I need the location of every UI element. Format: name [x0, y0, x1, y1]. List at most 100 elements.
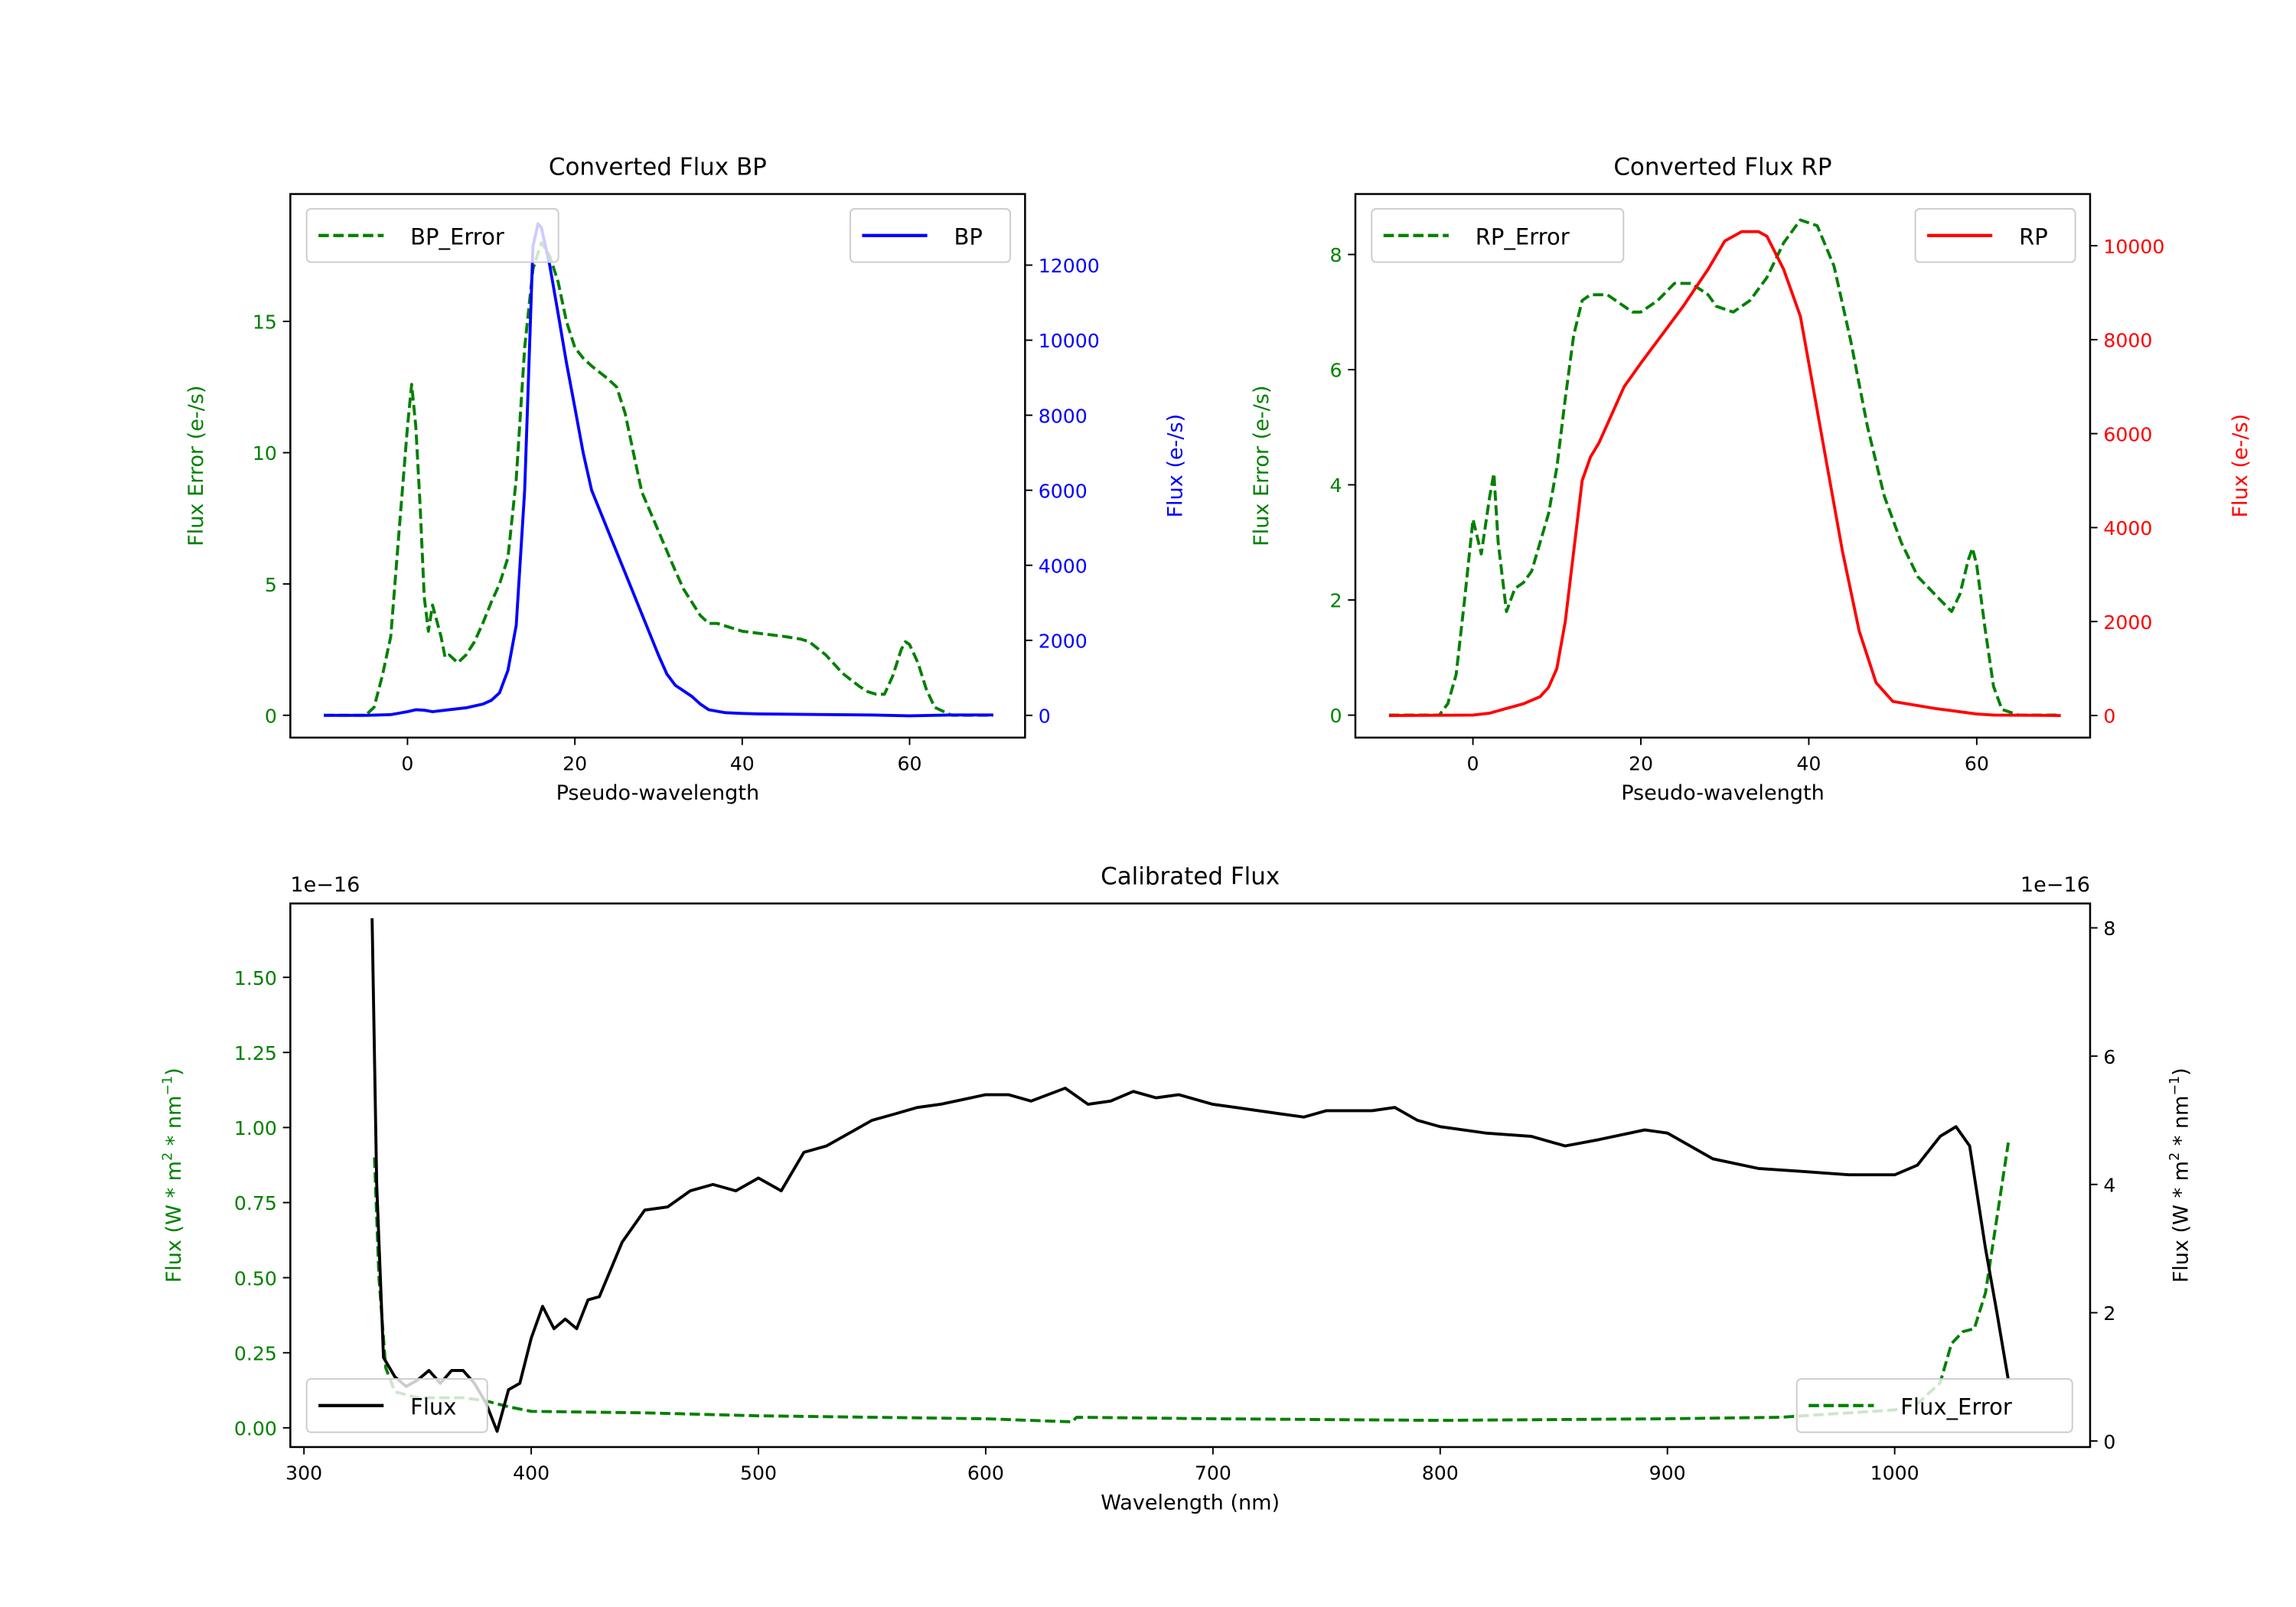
- x-tick-label: 500: [740, 1462, 777, 1485]
- y-tick-label: 15: [253, 311, 277, 334]
- y-axis-label: Flux (W * m2 * nm−1): [161, 1068, 187, 1283]
- series-line-bp: [324, 222, 993, 718]
- y-axis-label: Flux Error (e-/s): [184, 386, 208, 546]
- chart-title: Converted Flux RP: [1613, 153, 1831, 181]
- x-tick-label: 300: [285, 1462, 322, 1485]
- legend-label: Flux: [410, 1393, 456, 1420]
- y2-tick-label: 8: [2103, 918, 2115, 940]
- x-tick-label: 900: [1649, 1462, 1686, 1485]
- y2-tick-label: 4000: [2103, 517, 2152, 539]
- y2-tick-label: 8000: [2103, 330, 2152, 352]
- axis-label-part: −1: [2167, 1076, 2183, 1096]
- y2-tick-label: 4000: [1039, 555, 1088, 577]
- legend-flux: RP: [1914, 207, 2076, 263]
- calibrated-flux-chart: 300 400 500 600 700 800 900 1000 0.00 0.25 0.50 0.7…: [161, 862, 2193, 1514]
- y2-tick-label: 0: [1039, 706, 1051, 728]
- y2-tick-label: 8000: [1039, 405, 1088, 427]
- y2-tick-label: 2000: [1039, 630, 1088, 652]
- x-axis-label: Pseudo-wavelength: [556, 781, 760, 805]
- legend-flux: Flux: [305, 1377, 488, 1433]
- y-tick-label: 6: [1330, 360, 1342, 382]
- axis-label-part: Flux (W * m: [2170, 1161, 2193, 1283]
- y2-tick-label: 0: [2103, 1431, 2115, 1453]
- y2-axis-label: Flux (e-/s): [1164, 414, 1188, 518]
- x-tick-label: 20: [1629, 752, 1653, 774]
- axis-label-part: −1: [161, 1076, 176, 1096]
- x-tick-label: 60: [897, 752, 921, 774]
- y2-tick-label: 0: [2103, 706, 2115, 728]
- y2-axis-label: Flux (W * m2 * nm−1): [2167, 1068, 2193, 1283]
- offset-label-left: 1e−16: [290, 873, 360, 897]
- y2-tick-label: 6: [2103, 1046, 2115, 1068]
- legend-box: [1795, 1377, 2073, 1433]
- axis-label-part: 2: [161, 1152, 176, 1161]
- y-tick-label: 1.00: [234, 1117, 277, 1139]
- x-tick-label: 600: [967, 1462, 1004, 1485]
- y-tick-label: 2: [1330, 590, 1342, 612]
- y2-tick-label: 2000: [2103, 611, 2152, 634]
- legend-flux: BP: [850, 207, 1011, 263]
- legend-box: [1371, 207, 1625, 263]
- y2-tick-label: 12000: [1039, 255, 1100, 277]
- legend-label: Flux_Error: [1900, 1393, 2012, 1420]
- y-tick-label: 10: [253, 442, 277, 464]
- chart-title: Calibrated Flux: [1101, 862, 1280, 890]
- series-line-flux-error: [373, 1142, 2011, 1423]
- y-tick-label: 5: [265, 574, 277, 596]
- x-tick-label: 0: [401, 752, 413, 774]
- axis-label-part: ): [162, 1068, 186, 1076]
- legend-box: [305, 207, 559, 263]
- axis-label-part: Flux (W * m: [162, 1161, 186, 1283]
- rp-chart: 0 20 40 60 0 2 4 6 8 0 2000 4000 6000 8000 10000 Conver…: [1250, 153, 2252, 805]
- y2-tick-label: 6000: [1039, 480, 1088, 502]
- legend-label: RP_Error: [1476, 223, 1570, 249]
- y-tick-label: 0.25: [234, 1342, 277, 1364]
- x-tick-label: 40: [1796, 752, 1821, 774]
- legend-box: [850, 207, 1011, 263]
- x-tick-label: 20: [563, 752, 587, 774]
- y-tick-label: 8: [1330, 244, 1342, 266]
- y2-tick-label: 10000: [1039, 330, 1100, 352]
- bp-chart: 0 20 40 60 0 5 10 15 0 2000 4000 6000 8000 10000 12000…: [184, 153, 1187, 805]
- y2-axis-label: Flux (e-/s): [2229, 414, 2252, 518]
- series-line-rp-error: [1388, 218, 2061, 717]
- y2-tick-label: 4: [2103, 1174, 2115, 1196]
- axis-label-part: 2: [2167, 1152, 2183, 1161]
- y2-tick-label: 10000: [2103, 236, 2164, 258]
- y-tick-label: 1.25: [234, 1042, 277, 1064]
- series-line-bp-error: [324, 241, 993, 717]
- x-tick-label: 60: [1965, 752, 1989, 774]
- legend-label: RP: [2019, 223, 2048, 249]
- y-tick-label: 0: [1330, 705, 1342, 727]
- legend-error: RP_Error: [1371, 207, 1625, 263]
- x-tick-label: 1000: [1870, 1462, 1919, 1485]
- legend-box: [1914, 207, 2076, 263]
- legend-label: BP_Error: [410, 223, 504, 249]
- y-tick-label: 0: [265, 705, 277, 727]
- legend-box: [305, 1377, 488, 1433]
- y2-tick-label: 6000: [2103, 423, 2152, 445]
- y-tick-label: 0.50: [234, 1267, 277, 1289]
- axis-label-part: * nm: [2170, 1096, 2193, 1152]
- y2-tick-label: 2: [2103, 1302, 2115, 1325]
- plot-frame: [289, 193, 1026, 739]
- x-axis-label: Pseudo-wavelength: [1621, 781, 1825, 805]
- y-axis-label: Flux Error (e-/s): [1250, 386, 1274, 546]
- offset-label-right: 1e−16: [2020, 873, 2090, 897]
- legend-error: BP_Error: [305, 207, 559, 263]
- y-tick-label: 4: [1330, 474, 1342, 497]
- x-tick-label: 700: [1195, 1462, 1231, 1485]
- series-line-rp: [1388, 230, 2061, 717]
- series-line-flux: [370, 918, 2011, 1433]
- y-tick-label: 0.75: [234, 1192, 277, 1214]
- chart-title: Converted Flux BP: [549, 153, 767, 181]
- x-tick-label: 400: [513, 1462, 550, 1485]
- y-tick-label: 0.00: [234, 1418, 277, 1440]
- legend-label: BP: [954, 223, 982, 249]
- axis-label-part: ): [2170, 1068, 2193, 1076]
- x-tick-label: 0: [1467, 752, 1479, 774]
- x-tick-label: 40: [730, 752, 755, 774]
- plot-frame: [289, 902, 2092, 1449]
- legend-flux-error: Flux_Error: [1795, 1377, 2073, 1433]
